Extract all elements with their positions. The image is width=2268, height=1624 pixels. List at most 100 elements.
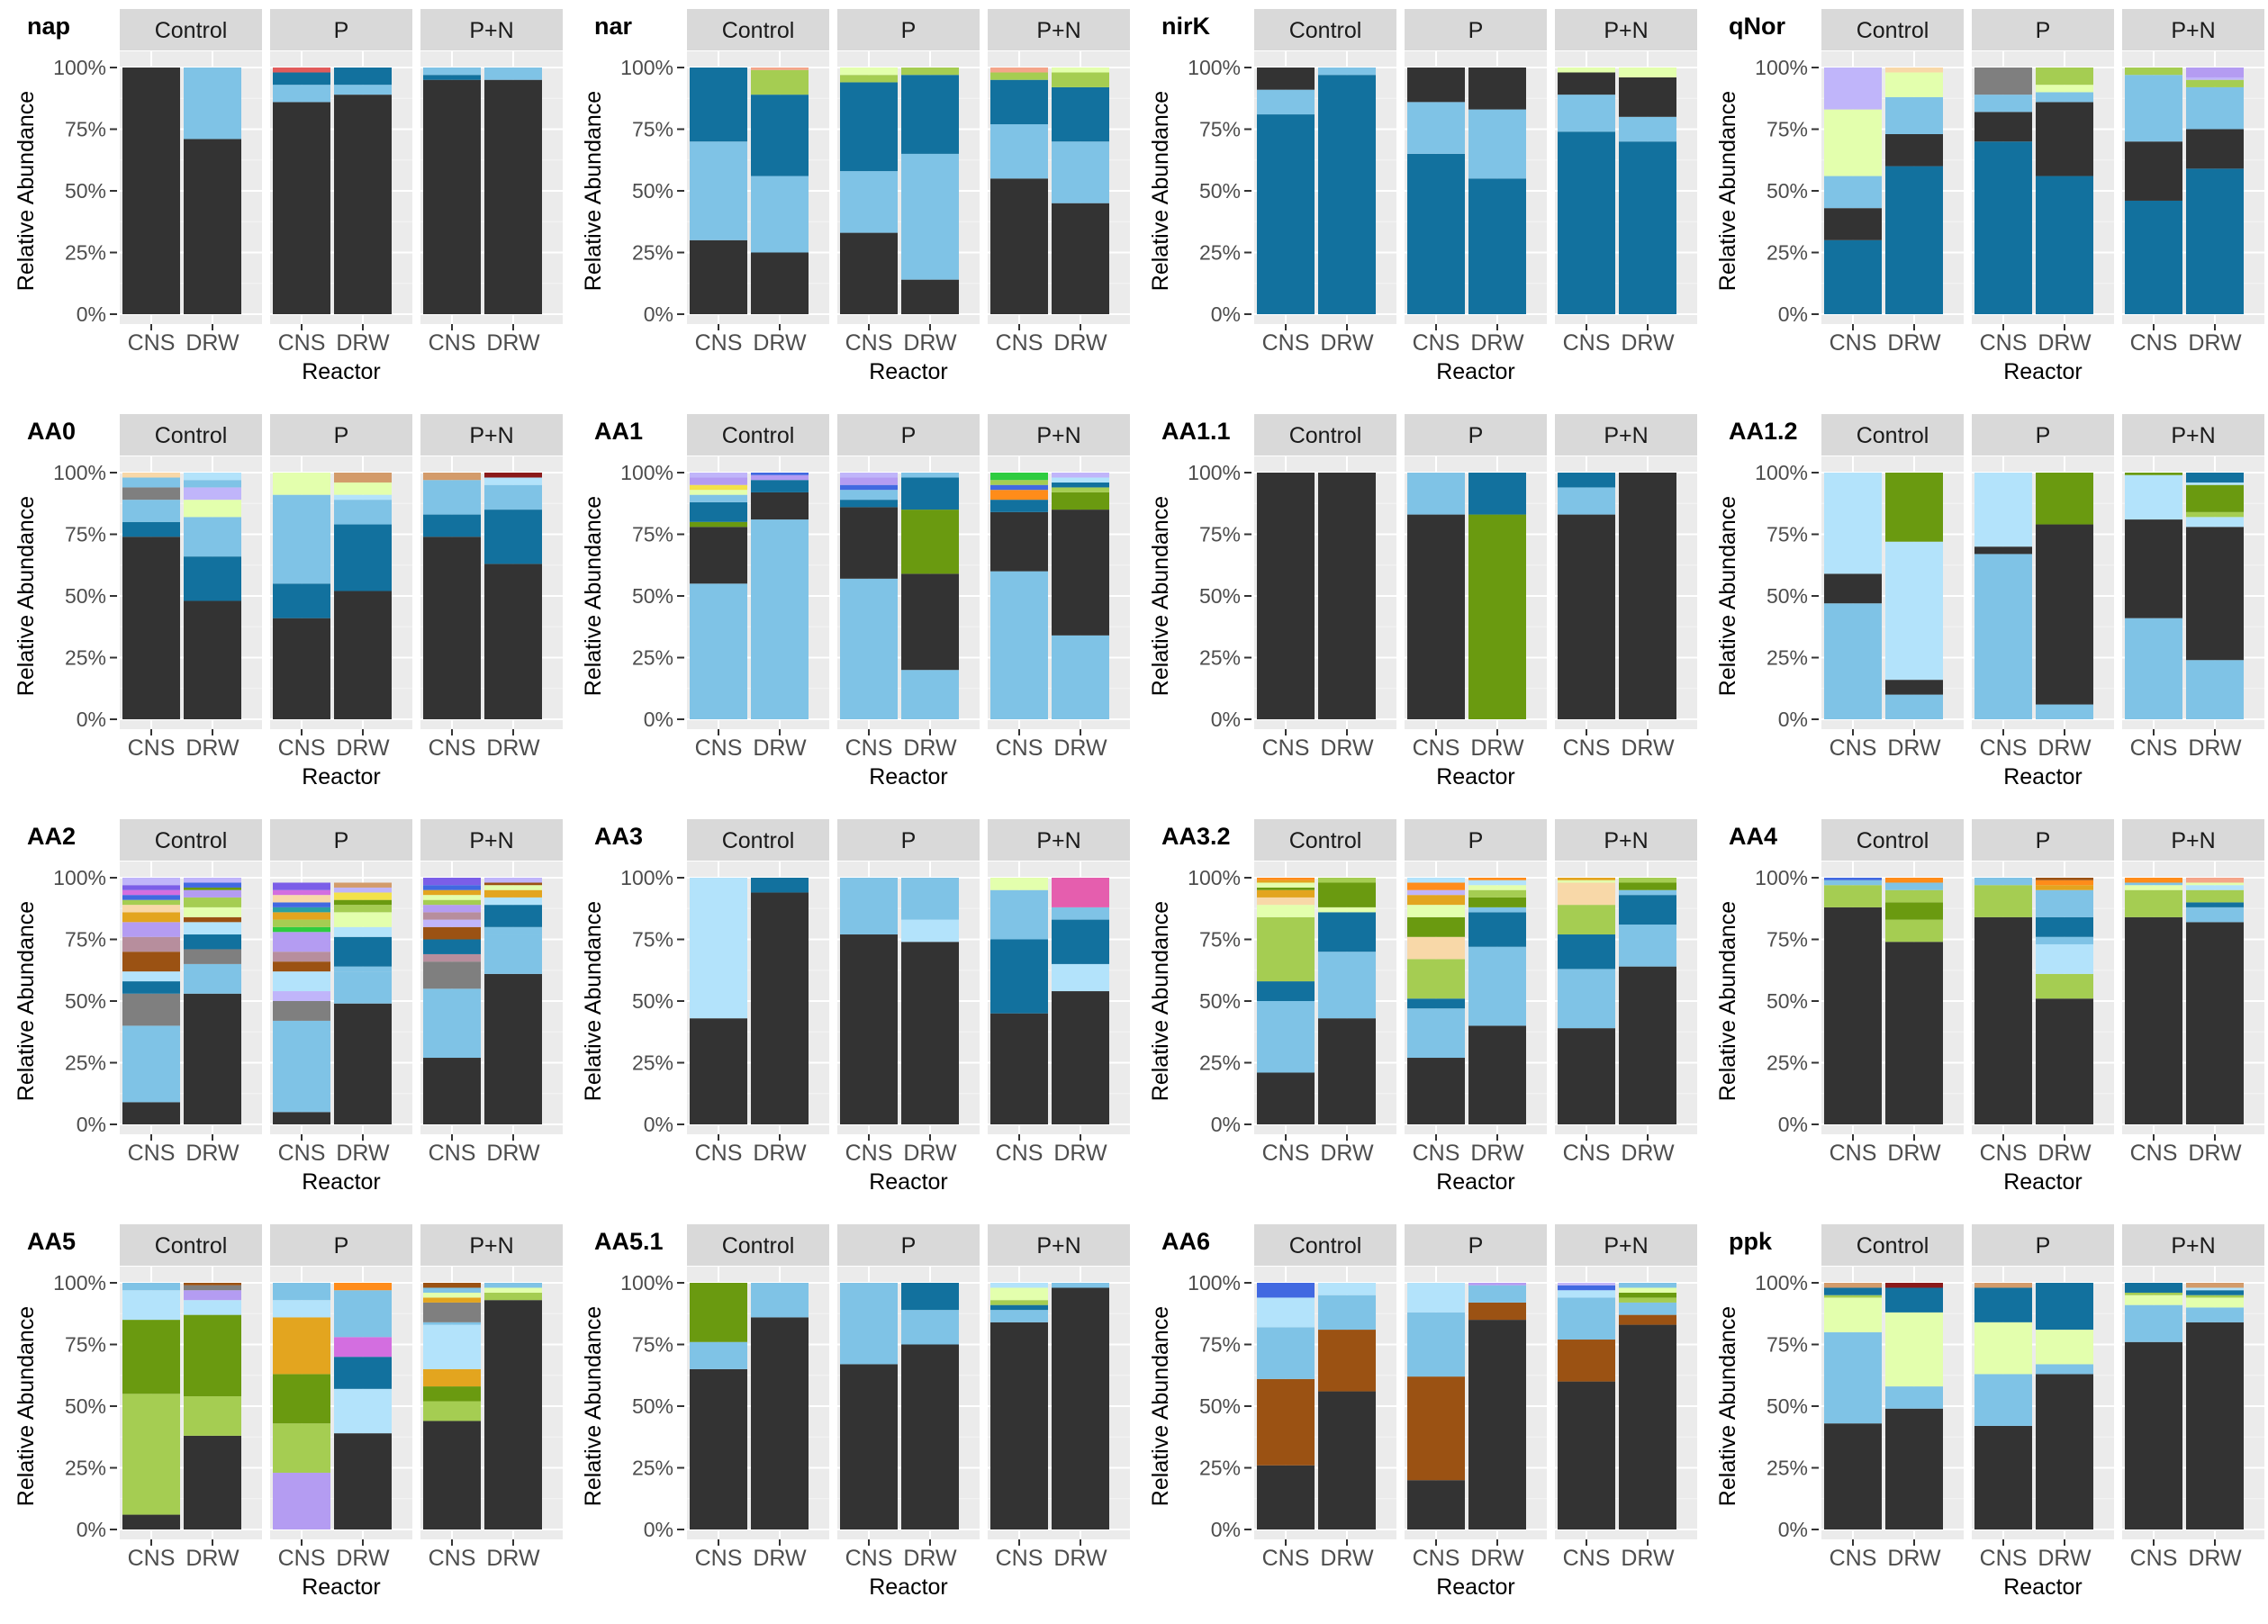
bar-segment — [122, 537, 180, 719]
bar-segment — [690, 583, 747, 719]
y-axis-label: Relative Abundance — [1148, 901, 1173, 1101]
bar-segment — [690, 484, 747, 491]
bar-segment — [690, 521, 747, 528]
bar-segment — [840, 1283, 898, 1365]
bar-segment — [334, 966, 392, 972]
bar-segment — [990, 484, 1048, 491]
bar-segment — [751, 492, 809, 520]
facet-label: P — [1468, 1233, 1484, 1259]
bar-segment — [122, 1290, 180, 1321]
x-tick-label: DRW — [1887, 735, 1941, 761]
y-axis-label: Relative Abundance — [581, 91, 606, 291]
bar-segment — [184, 556, 241, 601]
bar-segment — [690, 141, 747, 240]
y-axis-label: Relative Abundance — [14, 901, 39, 1101]
y-tick-label: 75% — [65, 118, 106, 141]
facet-strip — [270, 1224, 412, 1266]
bar-segment — [122, 895, 180, 900]
bar-segment — [2125, 141, 2182, 201]
bar-segment — [1407, 1312, 1465, 1377]
bar-segment — [273, 1283, 330, 1301]
x-tick-label: DRW — [903, 735, 957, 761]
bar-segment — [690, 490, 747, 495]
bar-segment — [1824, 880, 1882, 886]
facet-label: P+N — [469, 1233, 513, 1259]
bar-segment — [751, 95, 809, 176]
y-tick-label: 100% — [1755, 866, 1808, 889]
bar-segment — [990, 939, 1048, 1014]
bar-segment — [1619, 1283, 1676, 1288]
bar-segment — [1257, 981, 1315, 1001]
y-tick-label: 25% — [632, 1051, 673, 1075]
bar-segment — [484, 1292, 542, 1301]
bar-segment — [1558, 1381, 1615, 1529]
y-tick-label: 50% — [1767, 179, 1808, 203]
y-tick-label: 25% — [1199, 1051, 1241, 1075]
bar-segment — [751, 473, 809, 475]
bar-segment — [1407, 1480, 1465, 1529]
bar-segment — [423, 889, 481, 896]
facet-label: P+N — [2171, 828, 2215, 853]
bar-segment — [1885, 694, 1943, 719]
facet-label: P+N — [2171, 423, 2215, 448]
bar-segment — [990, 878, 1048, 890]
y-tick-label: 0% — [77, 708, 106, 731]
bar-segment — [1974, 885, 2032, 917]
y-tick-label: 25% — [1199, 241, 1241, 265]
bar-segment — [484, 484, 542, 510]
bar-segment — [2186, 889, 2244, 903]
bar-segment — [1468, 878, 1526, 880]
bar-segment — [1885, 1312, 1943, 1387]
x-axis-label: Reactor — [302, 359, 381, 384]
bar-segment — [423, 1058, 481, 1124]
facet-strip — [420, 819, 563, 861]
x-tick-label: DRW — [903, 330, 957, 356]
facet-strip — [988, 1224, 1130, 1266]
bar-segment — [1407, 153, 1465, 314]
bar-segment — [423, 899, 481, 906]
bar-segment — [1407, 889, 1465, 896]
bar-segment — [334, 1337, 392, 1358]
x-axis-label: Reactor — [302, 1169, 381, 1195]
bar-segment — [990, 490, 1048, 501]
bar-segment — [1407, 1376, 1465, 1481]
bar-segment — [1824, 907, 1882, 1124]
bar-segment — [690, 68, 747, 142]
x-axis-label: Reactor — [2003, 359, 2083, 384]
x-tick-label: DRW — [1053, 1141, 1107, 1166]
y-axis-label: Relative Abundance — [1715, 91, 1740, 291]
facet-strip — [2122, 9, 2264, 50]
y-tick-label: 100% — [1188, 866, 1241, 889]
facet-label: P — [1468, 828, 1484, 853]
bar-segment — [334, 500, 392, 525]
bar-segment — [1468, 885, 1526, 890]
x-tick-label: CNS — [1262, 735, 1310, 761]
bar-segment — [1824, 1287, 1882, 1295]
x-axis-label: Reactor — [302, 1574, 381, 1600]
bar-segment — [990, 1300, 1048, 1305]
bar-segment — [184, 916, 241, 923]
chart-title: nap — [27, 13, 70, 40]
y-tick-label: 25% — [1199, 646, 1241, 670]
x-tick-label: CNS — [695, 1546, 743, 1571]
bar-segment — [423, 961, 481, 989]
bar-segment — [184, 1283, 241, 1286]
bar-segment — [690, 473, 747, 478]
bar-segment — [1558, 905, 1615, 935]
facet-strip — [1555, 9, 1697, 50]
bar-segment — [184, 882, 241, 888]
x-tick-label: CNS — [1262, 1546, 1310, 1571]
x-tick-label: CNS — [1262, 330, 1310, 356]
bar-segment — [1257, 897, 1315, 906]
y-tick-label: 0% — [1778, 1113, 1808, 1136]
y-axis-label: Relative Abundance — [14, 1306, 39, 1506]
bar-segment — [423, 1368, 481, 1387]
bar-segment — [1974, 1374, 2032, 1426]
bar-segment — [1619, 1314, 1676, 1325]
facet-strip — [1254, 1224, 1396, 1266]
bar-segment — [423, 912, 481, 920]
bar-segment — [423, 1421, 481, 1529]
bar-segment — [901, 279, 959, 314]
bar-segment — [122, 1394, 180, 1515]
bar-segment — [1407, 68, 1465, 103]
